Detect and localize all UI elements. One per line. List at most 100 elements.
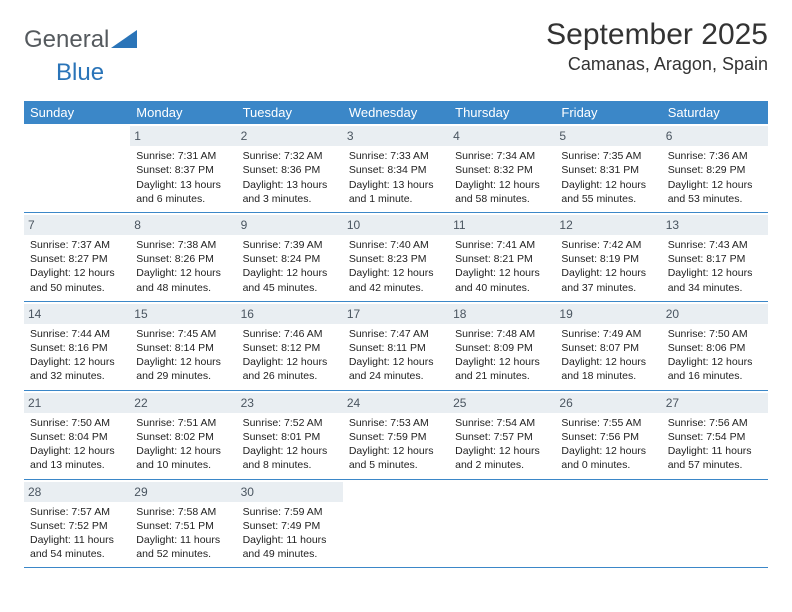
logo: General — [24, 26, 137, 54]
sunrise-text: Sunrise: 7:59 AM — [243, 505, 337, 519]
calendar-day-cell: 26Sunrise: 7:55 AMSunset: 7:56 PMDayligh… — [555, 390, 661, 479]
day-number: 30 — [237, 482, 343, 502]
calendar-day-cell: 5Sunrise: 7:35 AMSunset: 8:31 PMDaylight… — [555, 124, 661, 212]
day-number: 1 — [130, 126, 236, 146]
daylight-text: Daylight: 12 hours and 34 minutes. — [668, 266, 762, 294]
day-number: 12 — [555, 215, 661, 235]
sunrise-text: Sunrise: 7:39 AM — [243, 238, 337, 252]
sunset-text: Sunset: 8:09 PM — [455, 341, 549, 355]
sunrise-text: Sunrise: 7:41 AM — [455, 238, 549, 252]
day-number: 3 — [343, 126, 449, 146]
sunset-text: Sunset: 7:52 PM — [30, 519, 124, 533]
weekday-header: Saturday — [662, 101, 768, 124]
calendar-day-cell: 27Sunrise: 7:56 AMSunset: 7:54 PMDayligh… — [662, 390, 768, 479]
sunset-text: Sunset: 8:14 PM — [136, 341, 230, 355]
calendar-day-cell: 3 Sunrise: 7:33 AMSunset: 8:34 PMDaylight… — [343, 124, 449, 212]
sunrise-text: Sunrise: 7:46 AM — [243, 327, 337, 341]
calendar-day-cell: 15Sunrise: 7:45 AMSunset: 8:14 PMDayligh… — [130, 301, 236, 390]
calendar-body: 1Sunrise: 7:31 AMSunset: 8:37 PMDaylight… — [24, 124, 768, 568]
daylight-text: Daylight: 11 hours and 49 minutes. — [243, 533, 337, 561]
calendar-day-cell — [449, 479, 555, 568]
logo-text-general: General — [24, 26, 109, 54]
calendar-week-row: 7Sunrise: 7:37 AMSunset: 8:27 PMDaylight… — [24, 212, 768, 301]
month-title: September 2025 — [546, 18, 768, 52]
daylight-text: Daylight: 12 hours and 29 minutes. — [136, 355, 230, 383]
sunset-text: Sunset: 8:02 PM — [136, 430, 230, 444]
calendar-day-cell: 23Sunrise: 7:52 AMSunset: 8:01 PMDayligh… — [237, 390, 343, 479]
daylight-text: Daylight: 12 hours and 26 minutes. — [243, 355, 337, 383]
day-number: 13 — [662, 215, 768, 235]
sunset-text: Sunset: 8:04 PM — [30, 430, 124, 444]
sunrise-text: Sunrise: 7:47 AM — [349, 327, 443, 341]
day-number: 26 — [555, 393, 661, 413]
sunrise-text: Sunrise: 7:43 AM — [668, 238, 762, 252]
daylight-text: Daylight: 12 hours and 21 minutes. — [455, 355, 549, 383]
sunset-text: Sunset: 7:49 PM — [243, 519, 337, 533]
day-number: 7 — [24, 215, 130, 235]
sunrise-text: Sunrise: 7:38 AM — [136, 238, 230, 252]
sunset-text: Sunset: 7:59 PM — [349, 430, 443, 444]
sunset-text: Sunset: 8:12 PM — [243, 341, 337, 355]
day-number: 28 — [24, 482, 130, 502]
daylight-text: Daylight: 13 hours and 6 minutes. — [136, 178, 230, 206]
sunrise-text: Sunrise: 7:50 AM — [30, 416, 124, 430]
day-number: 6 — [662, 126, 768, 146]
weekday-header: Tuesday — [237, 101, 343, 124]
day-number: 8 — [130, 215, 236, 235]
sunset-text: Sunset: 8:34 PM — [349, 163, 443, 177]
day-number: 17 — [343, 304, 449, 324]
calendar-day-cell: 20Sunrise: 7:50 AMSunset: 8:06 PMDayligh… — [662, 301, 768, 390]
sunset-text: Sunset: 8:23 PM — [349, 252, 443, 266]
sunrise-text: Sunrise: 7:32 AM — [243, 149, 337, 163]
sunrise-text: Sunrise: 7:31 AM — [136, 149, 230, 163]
weekday-header: Wednesday — [343, 101, 449, 124]
daylight-text: Daylight: 12 hours and 5 minutes. — [349, 444, 443, 472]
sunset-text: Sunset: 8:21 PM — [455, 252, 549, 266]
daylight-text: Daylight: 12 hours and 58 minutes. — [455, 178, 549, 206]
calendar-week-row: 28Sunrise: 7:57 AMSunset: 7:52 PMDayligh… — [24, 479, 768, 568]
sunrise-text: Sunrise: 7:42 AM — [561, 238, 655, 252]
calendar-day-cell: 18Sunrise: 7:48 AMSunset: 8:09 PMDayligh… — [449, 301, 555, 390]
day-number: 5 — [555, 126, 661, 146]
calendar-day-cell: 13Sunrise: 7:43 AMSunset: 8:17 PMDayligh… — [662, 212, 768, 301]
day-number: 11 — [449, 215, 555, 235]
sunrise-text: Sunrise: 7:36 AM — [668, 149, 762, 163]
day-number: 24 — [343, 393, 449, 413]
day-number: 2 — [237, 126, 343, 146]
daylight-text: Daylight: 12 hours and 48 minutes. — [136, 266, 230, 294]
sunset-text: Sunset: 8:31 PM — [561, 163, 655, 177]
calendar-day-cell: 19Sunrise: 7:49 AMSunset: 8:07 PMDayligh… — [555, 301, 661, 390]
daylight-text: Daylight: 12 hours and 50 minutes. — [30, 266, 124, 294]
sunrise-text: Sunrise: 7:33 AM — [349, 149, 443, 163]
daylight-text: Daylight: 11 hours and 57 minutes. — [668, 444, 762, 472]
daylight-text: Daylight: 12 hours and 2 minutes. — [455, 444, 549, 472]
daylight-text: Daylight: 12 hours and 42 minutes. — [349, 266, 443, 294]
daylight-text: Daylight: 12 hours and 10 minutes. — [136, 444, 230, 472]
daylight-text: Daylight: 11 hours and 54 minutes. — [30, 533, 124, 561]
daylight-text: Daylight: 12 hours and 40 minutes. — [455, 266, 549, 294]
weekday-header: Friday — [555, 101, 661, 124]
sunset-text: Sunset: 7:57 PM — [455, 430, 549, 444]
sunrise-text: Sunrise: 7:37 AM — [30, 238, 124, 252]
daylight-text: Daylight: 13 hours and 1 minute. — [349, 178, 443, 206]
calendar-day-cell — [555, 479, 661, 568]
calendar-page: General September 2025 Camanas, Aragon, … — [0, 0, 792, 612]
calendar-day-cell: 2Sunrise: 7:32 AMSunset: 8:36 PMDaylight… — [237, 124, 343, 212]
daylight-text: Daylight: 13 hours and 3 minutes. — [243, 178, 337, 206]
sunset-text: Sunset: 8:26 PM — [136, 252, 230, 266]
calendar-day-cell: 6Sunrise: 7:36 AMSunset: 8:29 PMDaylight… — [662, 124, 768, 212]
sunrise-text: Sunrise: 7:53 AM — [349, 416, 443, 430]
calendar-day-cell: 10Sunrise: 7:40 AMSunset: 8:23 PMDayligh… — [343, 212, 449, 301]
calendar-day-cell: 17Sunrise: 7:47 AMSunset: 8:11 PMDayligh… — [343, 301, 449, 390]
sunset-text: Sunset: 8:32 PM — [455, 163, 549, 177]
calendar-week-row: 1Sunrise: 7:31 AMSunset: 8:37 PMDaylight… — [24, 124, 768, 212]
calendar-day-cell: 8 Sunrise: 7:38 AMSunset: 8:26 PMDaylight… — [130, 212, 236, 301]
calendar-week-row: 21Sunrise: 7:50 AMSunset: 8:04 PMDayligh… — [24, 390, 768, 479]
weekday-header: Thursday — [449, 101, 555, 124]
calendar-day-cell: 7Sunrise: 7:37 AMSunset: 8:27 PMDaylight… — [24, 212, 130, 301]
calendar-day-cell: 25Sunrise: 7:54 AMSunset: 7:57 PMDayligh… — [449, 390, 555, 479]
daylight-text: Daylight: 12 hours and 18 minutes. — [561, 355, 655, 383]
day-number: 4 — [449, 126, 555, 146]
sunset-text: Sunset: 8:29 PM — [668, 163, 762, 177]
day-number: 22 — [130, 393, 236, 413]
